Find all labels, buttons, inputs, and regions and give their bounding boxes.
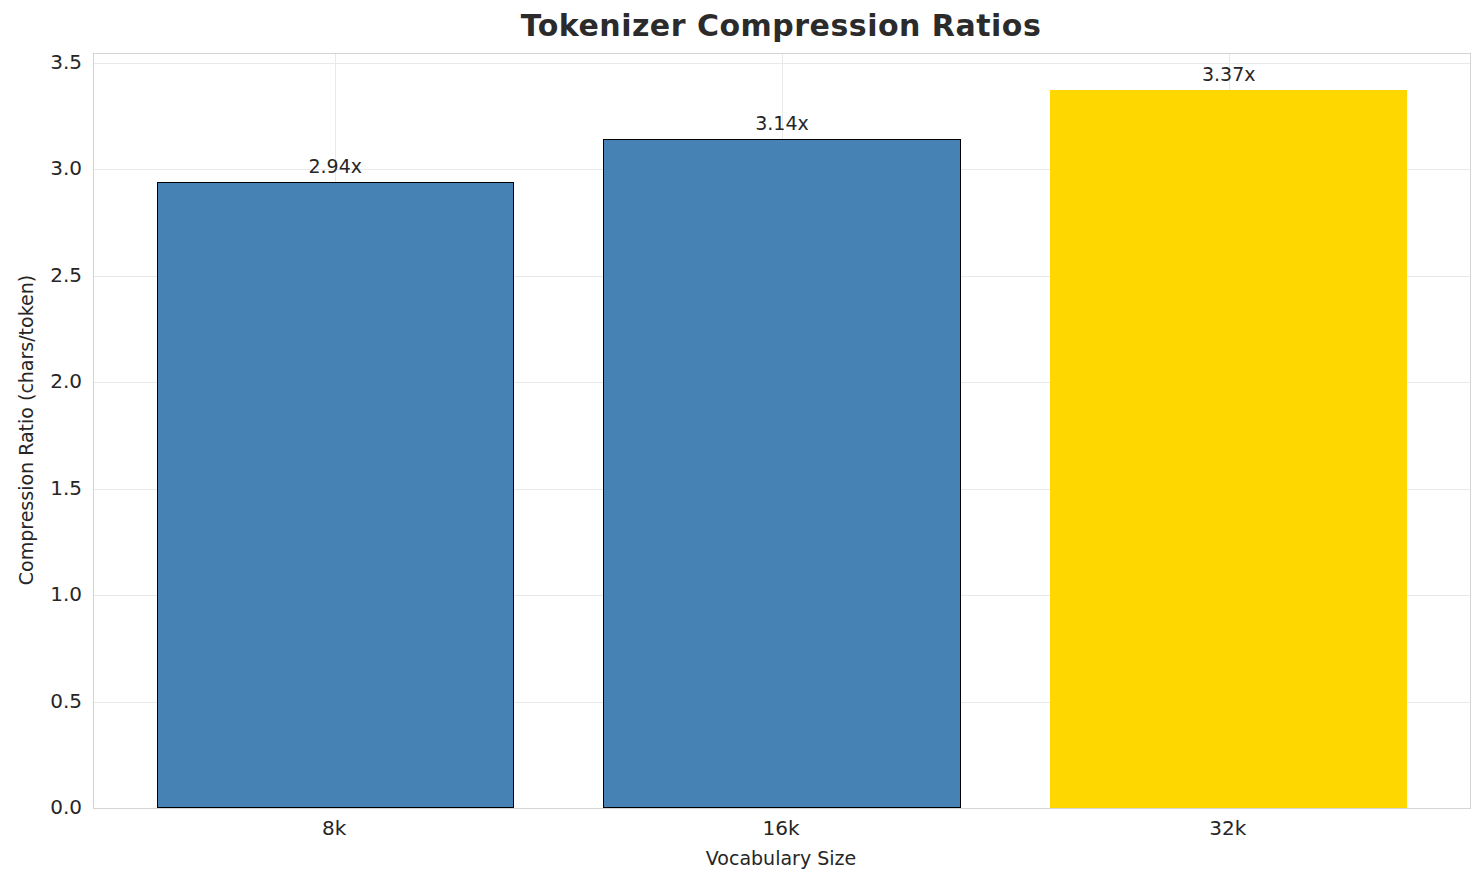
x-tick-label: 32k — [1148, 816, 1308, 840]
y-tick-label: 1.5 — [0, 476, 82, 500]
plot-area: 2.94x 3.14x 3.37x — [93, 53, 1471, 809]
y-axis-label: Compression Ratio (chars/token) — [15, 275, 37, 585]
bar — [603, 139, 960, 808]
x-tick-label: 8k — [254, 816, 414, 840]
y-tick-label: 1.0 — [0, 582, 82, 606]
y-tick-label: 3.0 — [0, 156, 82, 180]
x-tick-label: 16k — [701, 816, 861, 840]
y-tick-label: 0.0 — [0, 795, 82, 819]
bar-value-label: 2.94x — [308, 155, 362, 177]
chart-title: Tokenizer Compression Ratios — [93, 8, 1469, 43]
y-tick-label: 0.5 — [0, 689, 82, 713]
figure: Tokenizer Compression Ratios 2.94x 3.14x 3… — [0, 0, 1484, 885]
y-tick-label: 2.0 — [0, 369, 82, 393]
y-tick-label: 2.5 — [0, 263, 82, 287]
y-tick-label: 3.5 — [0, 50, 82, 74]
bar-value-label: 3.37x — [1202, 63, 1256, 85]
bar-value-label: 3.14x — [755, 112, 809, 134]
x-axis-label: Vocabulary Size — [93, 847, 1469, 869]
bar — [157, 182, 514, 808]
bar — [1050, 90, 1407, 808]
